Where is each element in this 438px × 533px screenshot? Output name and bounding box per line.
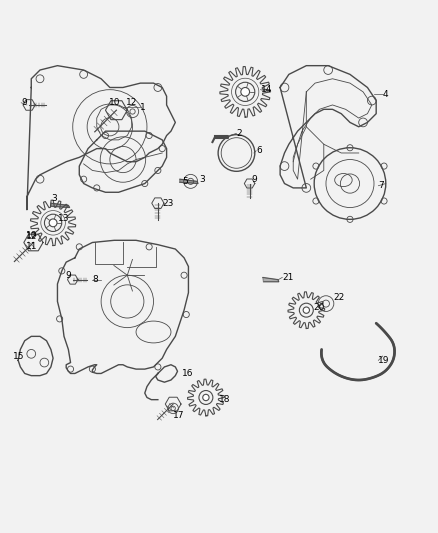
Text: 22: 22 [333, 294, 345, 302]
Text: 10: 10 [26, 231, 38, 240]
Text: 9: 9 [252, 175, 258, 184]
Circle shape [49, 219, 57, 227]
Text: 6: 6 [256, 146, 262, 155]
Text: 18: 18 [219, 395, 230, 404]
Polygon shape [180, 179, 198, 183]
Text: 2: 2 [237, 129, 242, 138]
Text: 10: 10 [109, 98, 120, 107]
Text: 11: 11 [26, 243, 38, 252]
Text: 1: 1 [141, 103, 146, 111]
Text: 8: 8 [92, 275, 98, 284]
Circle shape [241, 87, 250, 96]
Text: 16: 16 [182, 369, 194, 378]
Text: 23: 23 [162, 199, 173, 208]
Text: 14: 14 [261, 85, 272, 94]
Text: 3: 3 [199, 175, 205, 184]
Text: 5: 5 [182, 177, 187, 186]
Text: 21: 21 [283, 273, 294, 282]
Polygon shape [263, 277, 279, 282]
Text: 4: 4 [383, 90, 389, 99]
Text: 9: 9 [65, 271, 71, 280]
Circle shape [203, 394, 209, 401]
Text: 3: 3 [51, 195, 57, 203]
Text: 7: 7 [378, 181, 384, 190]
Circle shape [303, 307, 310, 313]
Text: 13: 13 [57, 214, 69, 223]
Text: 9: 9 [21, 98, 27, 107]
Text: 12: 12 [26, 232, 37, 241]
Text: 20: 20 [313, 303, 324, 312]
Polygon shape [51, 203, 70, 207]
Text: 15: 15 [13, 351, 25, 360]
Text: 19: 19 [378, 356, 390, 365]
Text: 12: 12 [126, 98, 138, 107]
Text: 17: 17 [173, 411, 185, 421]
